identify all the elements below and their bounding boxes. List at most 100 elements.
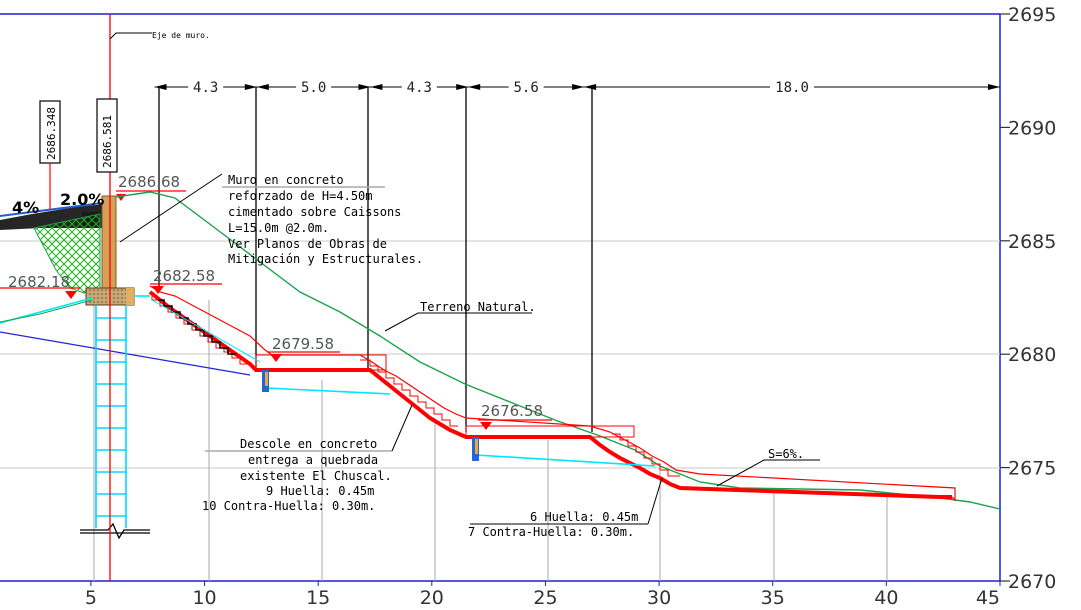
elev-2682-18-marker xyxy=(65,291,77,299)
dimension-chain: 4.3 5.0 4.3 5.6 18.0 xyxy=(154,78,1000,96)
elev-2676-58-label: 2676.58 xyxy=(481,402,543,420)
step-note-line-2: 7 Contra-Huella: 0.30m. xyxy=(468,525,634,539)
slope-6pct-label: S=6%. xyxy=(768,447,804,461)
step-note-line-1: 6 Huella: 0.45m xyxy=(530,510,638,524)
muro-leader xyxy=(119,173,223,243)
muro-note-line-3: cimentado sobre Caissons xyxy=(228,205,401,219)
dim-label-0: 4.3 xyxy=(193,80,218,96)
elev-2686-68-label: 2686.68 xyxy=(118,173,180,191)
descole-note-line-2: entrega a quebrada xyxy=(248,453,378,467)
x-tick-label-40: 40 xyxy=(874,587,898,609)
x-tick-label-45: 45 xyxy=(976,587,1000,609)
elev-2679-58-label: 2679.58 xyxy=(272,335,334,353)
blue-reference-line xyxy=(0,331,251,376)
dim-arrow-end-0 xyxy=(244,84,257,90)
water-line-1 xyxy=(265,387,391,395)
x-axis-ticks: 5 10 15 20 25 30 35 40 45 xyxy=(85,581,1001,609)
eje-de-muro-label: Eje de muro. xyxy=(152,31,210,40)
y-tick-label-2685: 2685 xyxy=(1008,231,1056,253)
channel-box-2 xyxy=(465,425,635,438)
water-line-2 xyxy=(475,454,656,467)
y-tick-label-2670: 2670 xyxy=(1008,571,1056,593)
elev-2682-18-label: 2682.18 xyxy=(8,273,70,291)
dim-arrow-start-3 xyxy=(468,84,481,90)
descole-note-line-1: Descole en concreto xyxy=(240,437,377,451)
x-tick-label-10: 10 xyxy=(192,587,216,609)
road-surface xyxy=(0,204,110,230)
road-surface-line xyxy=(0,201,111,217)
retaining-wall xyxy=(101,195,117,289)
x-tick-label-15: 15 xyxy=(306,587,330,609)
muro-note-line-4: L=15.0m @2.0m. xyxy=(228,221,329,235)
elev-2682-58-marker xyxy=(152,286,164,294)
caissons xyxy=(95,305,127,528)
elev-2676-58-marker xyxy=(480,422,492,430)
dim-label-3: 5.6 xyxy=(513,80,538,96)
slope-2pct-label: 2.0% xyxy=(60,190,104,209)
terreno-natural-label: Terreno Natural. xyxy=(420,300,536,314)
dim-arrow-end-3 xyxy=(572,84,585,90)
eje-leader xyxy=(109,32,152,40)
x-tick-label-5: 5 xyxy=(85,587,97,609)
y-axis-ticks: 2670 2675 2680 2685 2690 2695 xyxy=(1000,4,1056,593)
dim-arrow-start-1 xyxy=(256,84,269,90)
step-note: 6 Huella: 0.45m 7 Contra-Huella: 0.30m. xyxy=(468,510,638,539)
terreno-leader xyxy=(384,312,532,332)
vertical-reference-lines xyxy=(93,300,888,581)
descole-note-line-4: 9 Huella: 0.45m xyxy=(266,484,374,498)
descole-note-line-3: existente El Chuscal. xyxy=(240,469,392,483)
channel-stairs-3 xyxy=(612,433,680,477)
descole-note-line-5: 10 Contra-Huella: 0.30m. xyxy=(202,499,375,513)
elev-2679-58-marker xyxy=(270,354,282,362)
elev-2686-348-label: 2686.348 xyxy=(45,107,58,160)
fill-zone-hatch xyxy=(33,213,101,294)
channel-box-1 xyxy=(255,354,387,371)
channel-steps-black xyxy=(158,299,236,355)
step-note-leader xyxy=(647,477,663,525)
slope-6pct-leader xyxy=(716,459,820,487)
x-tick-label-30: 30 xyxy=(647,587,671,609)
channel-upper-outline xyxy=(149,285,956,502)
dim-label-bg-4 xyxy=(770,78,815,94)
green-line-left xyxy=(0,299,93,323)
muro-note: Muro en concreto reforzado de H=4.50m ci… xyxy=(228,173,423,266)
dim-label-bg-1 xyxy=(296,78,332,94)
elev-box-2686-581 xyxy=(96,98,118,173)
muro-note-line-2: reforzado de H=4.50m xyxy=(228,189,373,203)
dimension-extension-lines xyxy=(158,87,593,432)
dim-arrow-start-4 xyxy=(584,84,597,90)
descole-leader xyxy=(391,404,413,452)
muro-note-line-1: Muro en concreto xyxy=(228,173,344,187)
muro-note-line-6: Mitigación y Estructurales. xyxy=(228,252,423,266)
dim-label-4: 18.0 xyxy=(775,80,809,96)
elev-2686-581-label: 2686.581 xyxy=(101,115,114,168)
wall-footing-cap xyxy=(126,288,134,305)
y-tick-label-2680: 2680 xyxy=(1008,344,1056,366)
channel-stairs-2 xyxy=(360,359,458,427)
break-symbol xyxy=(80,522,150,540)
y-tick-label-2695: 2695 xyxy=(1008,4,1056,26)
dentellon-1-core xyxy=(265,372,268,386)
muro-note-line-5: Ver Planos de Obras de xyxy=(228,237,387,251)
dim-label-bg-2 xyxy=(401,78,437,94)
terrain-natural-line xyxy=(115,191,1001,510)
slope-4pct-label: 4% xyxy=(12,198,39,217)
dim-arrow-end-2 xyxy=(456,84,469,90)
x-tick-label-25: 25 xyxy=(533,587,557,609)
dim-label-bg-0 xyxy=(188,78,224,94)
dim-arrow-end-4 xyxy=(988,84,1000,90)
dim-arrow-start-0 xyxy=(154,84,167,90)
dim-arrow-start-2 xyxy=(370,84,383,90)
y-tick-label-2690: 2690 xyxy=(1008,117,1056,139)
dim-label-1: 5.0 xyxy=(301,80,326,96)
water-line-3 xyxy=(151,299,261,363)
x-tick-label-35: 35 xyxy=(761,587,785,609)
dim-label-bg-3 xyxy=(508,78,544,94)
descole-note: Descole en concreto entrega a quebrada e… xyxy=(202,437,392,513)
x-tick-label-20: 20 xyxy=(420,587,444,609)
channel-main xyxy=(148,290,952,499)
y-tick-label-2675: 2675 xyxy=(1008,458,1056,480)
dim-arrow-end-1 xyxy=(358,84,371,90)
dentellon-2-core xyxy=(475,439,478,454)
